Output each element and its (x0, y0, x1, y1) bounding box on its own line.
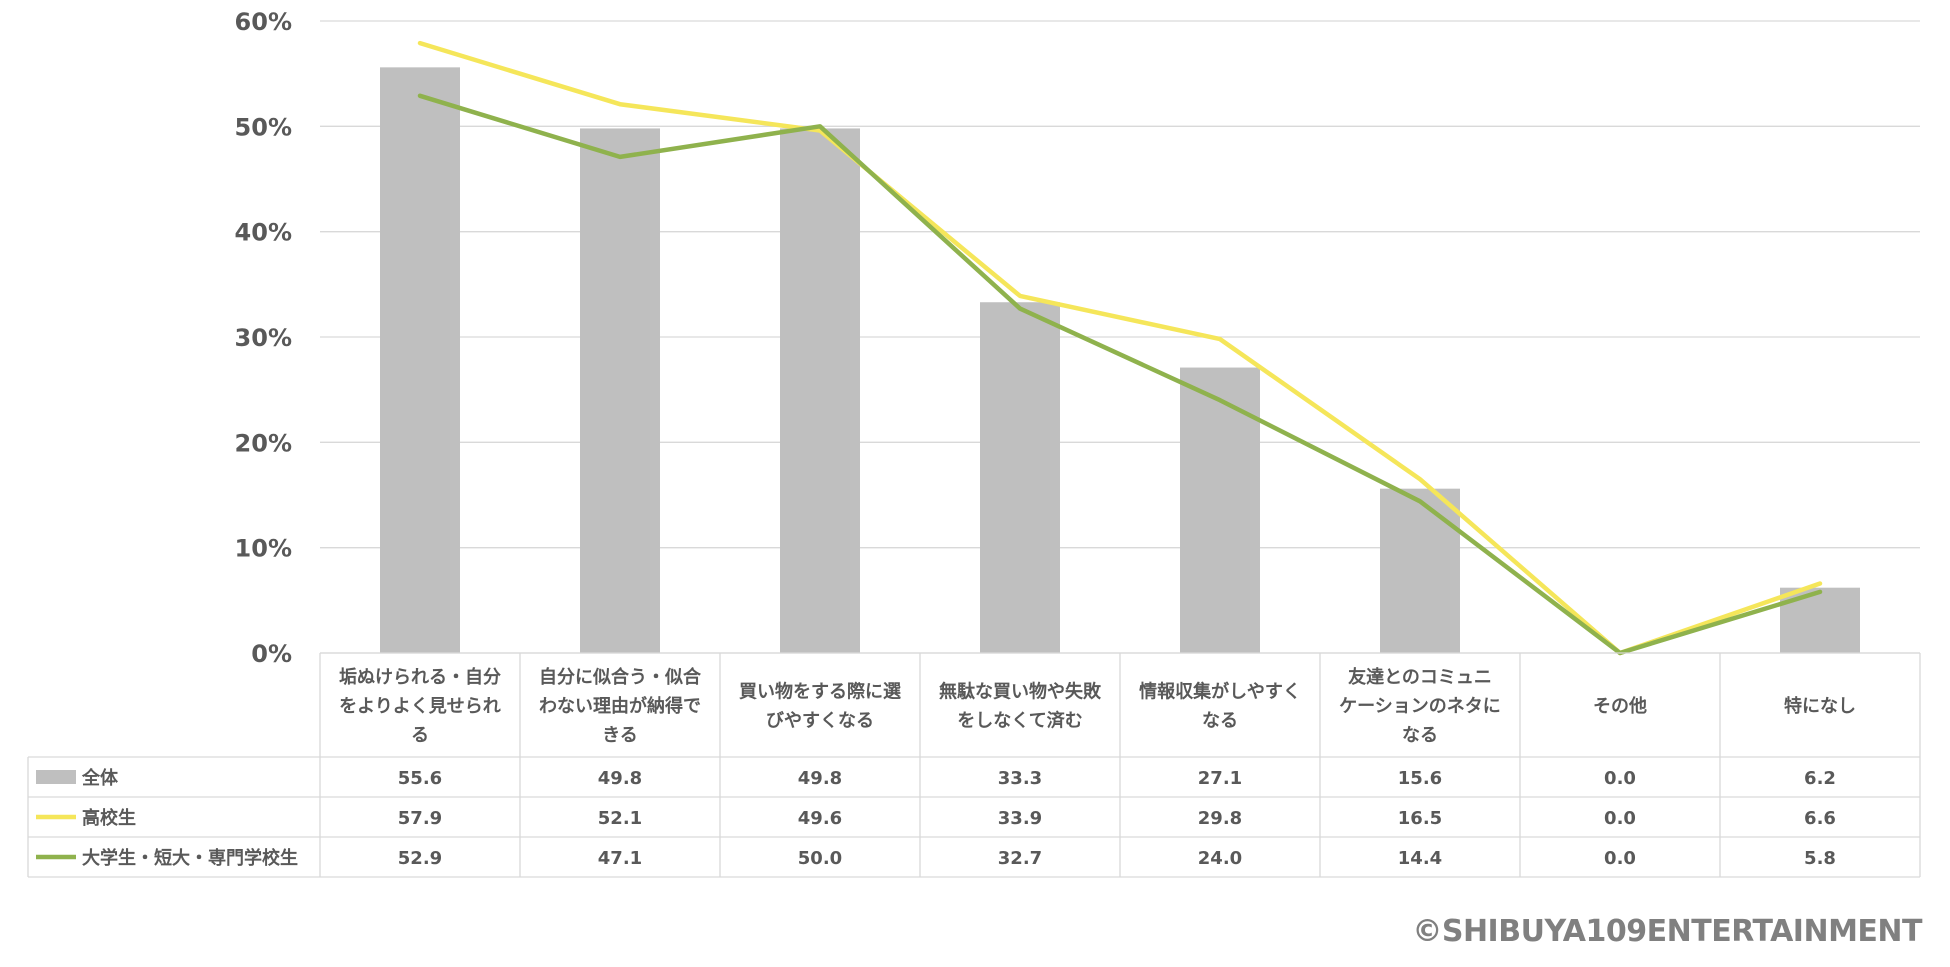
data-value: 33.3 (998, 768, 1042, 789)
bar (580, 128, 660, 653)
data-value: 32.7 (998, 848, 1042, 869)
data-value: 24.0 (1198, 848, 1242, 869)
data-value: 0.0 (1604, 848, 1636, 869)
category-label: 情報収集がしやすくなる (1139, 681, 1301, 732)
data-value: 27.1 (1198, 768, 1242, 789)
data-value: 6.6 (1804, 808, 1836, 829)
data-value: 47.1 (598, 848, 642, 869)
category-label: 自分に似合う・似合わない理由が納得できる (539, 666, 702, 746)
data-value: 57.9 (398, 808, 442, 829)
data-value: 0.0 (1604, 768, 1636, 789)
bar (780, 128, 860, 653)
y-tick-label: 30% (235, 324, 292, 352)
series-name: 全体 (81, 767, 119, 789)
data-value: 16.5 (1398, 808, 1442, 829)
category-label: その他 (1593, 695, 1647, 717)
legend-key-bar (36, 770, 76, 784)
y-tick-label: 10% (235, 535, 292, 563)
category-label: 無駄な買い物や失敗をしなくて済む (939, 681, 1102, 732)
category-label: 垢ぬけられる・自分をよりよく見せられる (339, 666, 501, 746)
series-line (417, 93, 1823, 656)
data-value: 55.6 (398, 768, 442, 789)
category-label: 買い物をする際に選びやすくなる (739, 681, 901, 732)
bar (980, 302, 1060, 653)
y-tick-label: 0% (251, 640, 292, 668)
bar (1780, 587, 1860, 653)
data-value: 29.8 (1198, 808, 1242, 829)
data-value: 52.1 (598, 808, 642, 829)
data-value: 5.8 (1804, 848, 1836, 869)
series-line (417, 40, 1823, 656)
data-value: 15.6 (1398, 768, 1442, 789)
data-value: 49.8 (598, 768, 642, 789)
y-tick-label: 50% (235, 113, 292, 141)
bar (1180, 367, 1260, 653)
y-tick-label: 60% (235, 8, 292, 36)
series-name: 高校生 (82, 807, 136, 829)
data-value: 6.2 (1804, 768, 1836, 789)
category-label: 特になし (1784, 695, 1856, 717)
y-tick-label: 20% (235, 429, 292, 457)
series-name: 大学生・短大・専門学校生 (82, 847, 298, 869)
bar (1380, 488, 1460, 653)
category-label: 友達とのコミュニケーションのネタになる (1339, 666, 1501, 746)
data-value: 33.9 (998, 808, 1042, 829)
data-value: 52.9 (398, 848, 442, 869)
bar (380, 67, 460, 653)
data-value: 49.6 (798, 808, 842, 829)
y-tick-label: 40% (235, 219, 292, 247)
data-value: 49.8 (798, 768, 842, 789)
copyright-text: ©SHIBUYA109ENTERTAINMENT (1412, 914, 1922, 949)
data-value: 50.0 (798, 848, 842, 869)
data-value: 0.0 (1604, 808, 1636, 829)
data-value: 14.4 (1398, 848, 1442, 869)
